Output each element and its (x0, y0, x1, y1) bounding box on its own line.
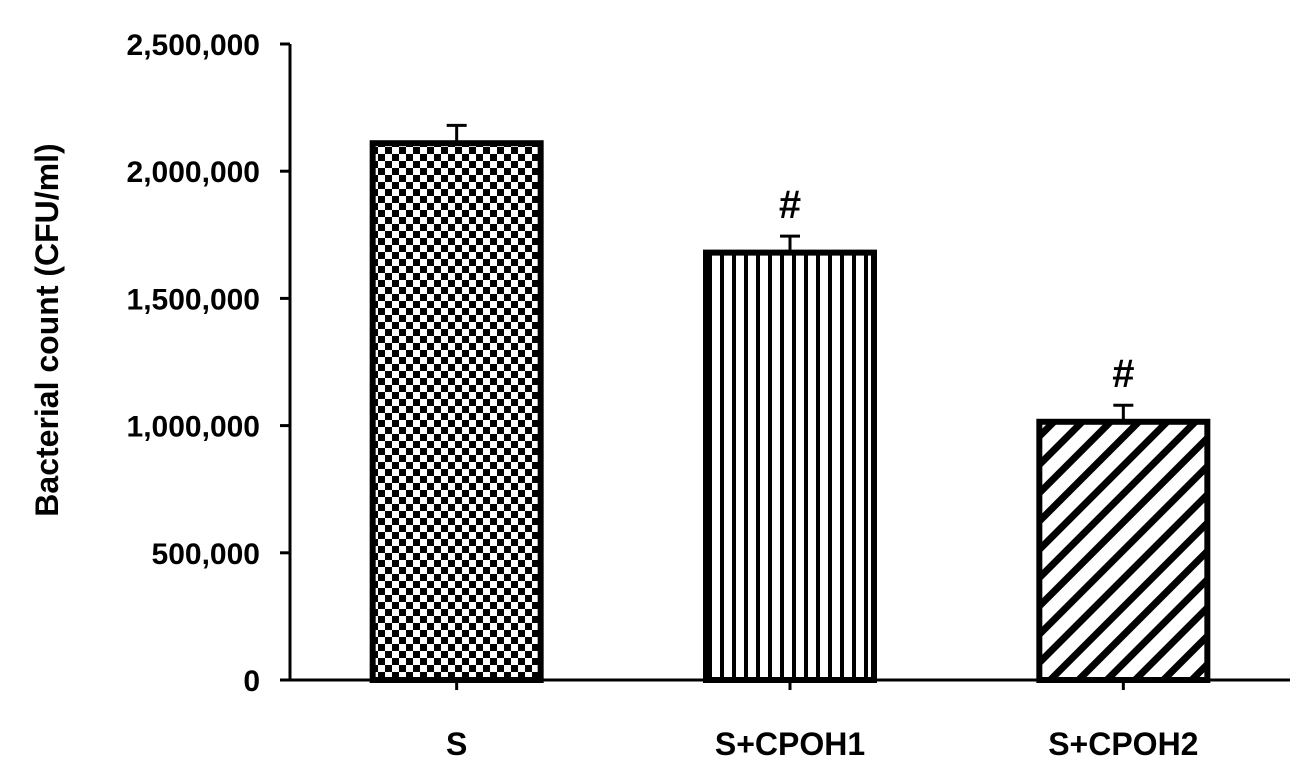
y-tick-label: 1,000,000 (127, 411, 260, 444)
y-tick-label: 0 (243, 665, 260, 698)
labels: 0 500,000 1,000,000 1,500,000 2,000,000 2,500… (127, 29, 1199, 762)
x-category-label: S (446, 726, 467, 762)
y-tick-label: 2,500,000 (127, 29, 260, 62)
significance-marker: # (779, 183, 801, 227)
x-category-label: S+CPOH1 (715, 726, 865, 762)
bars (369, 123, 1211, 683)
y-tick-label: 1,500,000 (127, 283, 260, 316)
y-axis-label: Bacterial count (CFU/ml) (29, 143, 65, 516)
bar-s-cpoh1 (703, 249, 877, 683)
bar-s (369, 140, 544, 683)
y-tick-label: 2,000,000 (127, 156, 260, 189)
significance-marker: # (1112, 352, 1134, 396)
y-tick-label: 500,000 (152, 538, 260, 571)
bar-s-cpoh2 (1036, 418, 1211, 683)
x-category-label: S+CPOH2 (1048, 726, 1198, 762)
